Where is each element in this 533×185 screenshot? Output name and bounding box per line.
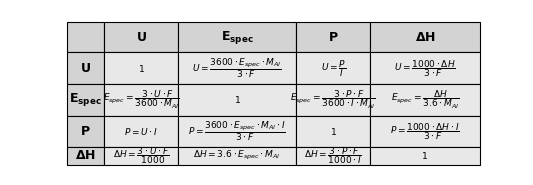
Bar (178, 52, 296, 84)
Bar (67, 52, 104, 84)
Bar (296, 115, 370, 147)
Text: $1$: $1$ (422, 150, 429, 161)
Bar (296, 22, 370, 52)
Bar (370, 147, 480, 165)
Bar (67, 147, 104, 165)
Text: $\mathbf{U}$: $\mathbf{U}$ (80, 62, 91, 75)
Bar (67, 22, 104, 52)
Text: $1$: $1$ (138, 63, 144, 74)
Text: $E_{spec}=\dfrac{3 \cdot U \cdot F}{3600 \cdot M_{Al}}$: $E_{spec}=\dfrac{3 \cdot U \cdot F}{3600… (102, 89, 180, 111)
Text: $\mathbf{E_{spec}}$: $\mathbf{E_{spec}}$ (69, 91, 102, 108)
Text: $1$: $1$ (329, 126, 336, 137)
Text: $U=\dfrac{1000 \cdot \Delta H}{3 \cdot F}$: $U=\dfrac{1000 \cdot \Delta H}{3 \cdot F… (394, 58, 456, 79)
Bar (178, 147, 296, 165)
Bar (296, 147, 370, 165)
Text: $\mathbf{E_{spec}}$: $\mathbf{E_{spec}}$ (221, 29, 253, 46)
Bar (104, 52, 178, 84)
Text: $\mathbf{U}$: $\mathbf{U}$ (135, 31, 147, 44)
Bar (178, 84, 296, 115)
Bar (370, 22, 480, 52)
Bar (178, 115, 296, 147)
Text: $E_{spec}=\dfrac{3 \cdot P \cdot F}{3600 \cdot I \cdot M_{Al}}$: $E_{spec}=\dfrac{3 \cdot P \cdot F}{3600… (290, 89, 376, 111)
Text: $\Delta H = 3.6 \cdot E_{spec} \cdot M_{Al}$: $\Delta H = 3.6 \cdot E_{spec} \cdot M_{… (193, 149, 281, 162)
Text: $P=\dfrac{1000 \cdot \Delta H \cdot I}{3 \cdot F}$: $P=\dfrac{1000 \cdot \Delta H \cdot I}{3… (390, 121, 460, 142)
Text: $\Delta H=\dfrac{3 \cdot P \cdot F}{1000 \cdot I}$: $\Delta H=\dfrac{3 \cdot P \cdot F}{1000… (304, 145, 362, 166)
Bar (370, 115, 480, 147)
Bar (104, 115, 178, 147)
Bar (67, 115, 104, 147)
Text: $\mathbf{\Delta H}$: $\mathbf{\Delta H}$ (75, 149, 96, 162)
Text: $\mathbf{P}$: $\mathbf{P}$ (328, 31, 338, 44)
Text: $\Delta H=\dfrac{3 \cdot U \cdot F}{1000}$: $\Delta H=\dfrac{3 \cdot U \cdot F}{1000… (113, 145, 169, 166)
Bar (296, 52, 370, 84)
Text: $P = U \cdot I$: $P = U \cdot I$ (124, 126, 158, 137)
Bar (296, 84, 370, 115)
Text: $U=\dfrac{P}{I}$: $U=\dfrac{P}{I}$ (320, 58, 345, 79)
Text: $1$: $1$ (233, 94, 240, 105)
Text: $\mathbf{\Delta H}$: $\mathbf{\Delta H}$ (415, 31, 435, 44)
Bar (67, 84, 104, 115)
Bar (178, 22, 296, 52)
Bar (104, 147, 178, 165)
Bar (370, 52, 480, 84)
Text: $U=\dfrac{3600 \cdot E_{spec} \cdot M_{Al}}{3 \cdot F}$: $U=\dfrac{3600 \cdot E_{spec} \cdot M_{A… (192, 56, 282, 80)
Bar (104, 22, 178, 52)
Bar (370, 84, 480, 115)
Bar (104, 84, 178, 115)
Text: $E_{spec}=\dfrac{\Delta H}{3.6 \cdot M_{Al}}$: $E_{spec}=\dfrac{\Delta H}{3.6 \cdot M_{… (391, 89, 459, 111)
Text: $P=\dfrac{3600 \cdot E_{spec} \cdot M_{Al} \cdot I}{3 \cdot F}$: $P=\dfrac{3600 \cdot E_{spec} \cdot M_{A… (188, 119, 286, 143)
Text: $\mathbf{P}$: $\mathbf{P}$ (80, 125, 91, 138)
